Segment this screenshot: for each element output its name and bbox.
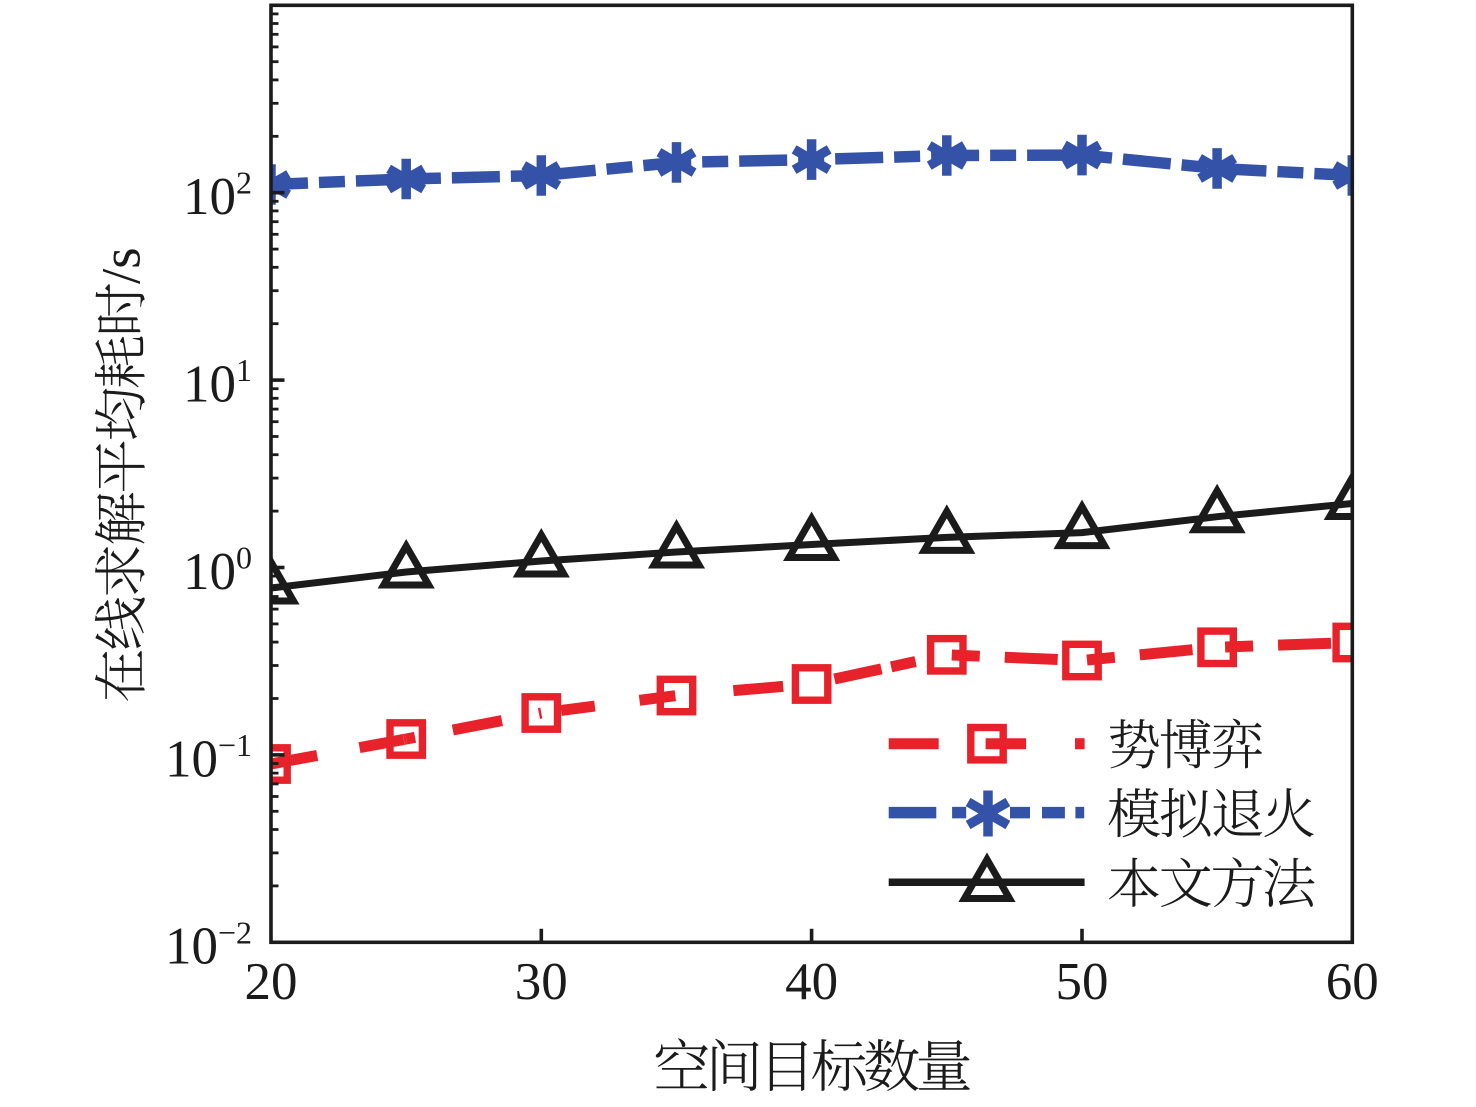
svg-text:10: 10 [183, 543, 236, 601]
svg-text:/s: /s [90, 247, 151, 284]
svg-text:40: 40 [785, 953, 838, 1011]
svg-text:−2: −2 [218, 914, 252, 950]
svg-text:10: 10 [165, 730, 218, 788]
svg-text:10: 10 [165, 918, 218, 976]
svg-text:0: 0 [236, 540, 252, 576]
svg-text:50: 50 [1056, 953, 1109, 1011]
svg-text:10: 10 [183, 168, 236, 226]
svg-text:20: 20 [245, 953, 298, 1011]
svg-text:2: 2 [236, 165, 252, 201]
svg-text:60: 60 [1326, 953, 1379, 1011]
svg-text:1: 1 [236, 352, 252, 388]
svg-text:10: 10 [183, 356, 236, 414]
svg-text:30: 30 [515, 953, 568, 1011]
svg-text:−1: −1 [218, 727, 252, 763]
